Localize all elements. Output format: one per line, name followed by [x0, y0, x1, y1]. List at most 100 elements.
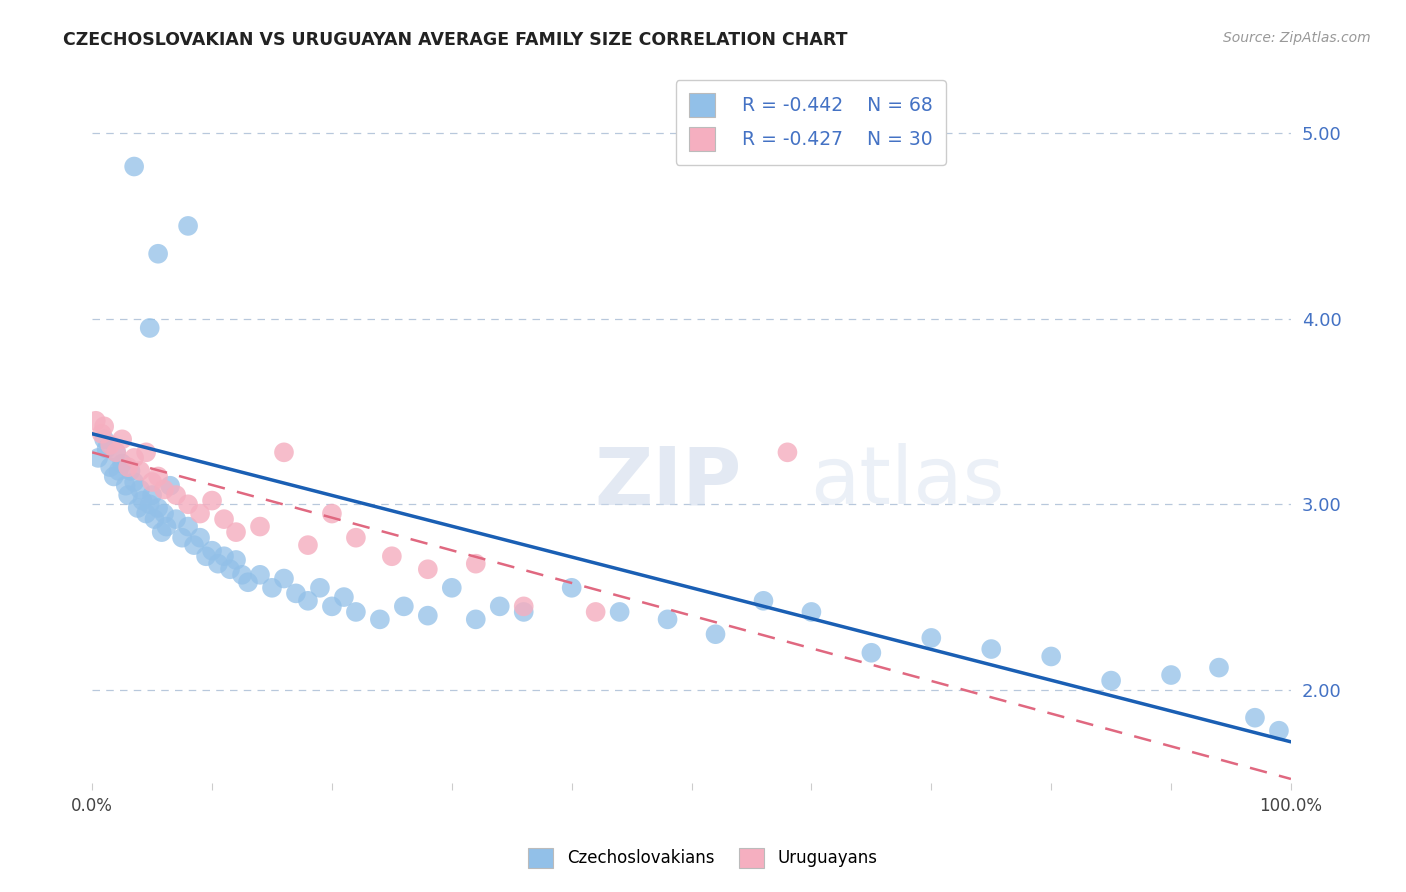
Point [236, 575, 259, 590]
Point [150, 525, 173, 540]
Point [177, 519, 200, 533]
Point [609, 605, 631, 619]
Point [135, 445, 157, 459]
Point [273, 572, 295, 586]
Point [1244, 711, 1267, 725]
Point [93, 419, 115, 434]
Point [285, 586, 308, 600]
Point [129, 483, 152, 497]
Point [87, 450, 110, 465]
Point [159, 479, 181, 493]
Point [201, 493, 224, 508]
Point [177, 219, 200, 233]
Point [752, 594, 775, 608]
Point [172, 531, 194, 545]
Point [146, 469, 169, 483]
Point [392, 599, 415, 614]
Point [212, 512, 235, 526]
Point [195, 549, 218, 564]
Point [1040, 649, 1063, 664]
Point [183, 538, 205, 552]
Point [273, 445, 295, 459]
Point [138, 497, 160, 511]
Point [105, 445, 128, 459]
Point [344, 531, 367, 545]
Point [512, 599, 534, 614]
Point [225, 525, 247, 540]
Legend:   R = -0.442    N = 68,   R = -0.427    N = 30: R = -0.442 N = 68, R = -0.427 N = 30 [676, 79, 946, 164]
Point [117, 460, 139, 475]
Text: Source: ZipAtlas.com: Source: ZipAtlas.com [1223, 31, 1371, 45]
Point [657, 612, 679, 626]
Text: ZIP: ZIP [593, 443, 741, 521]
Point [249, 519, 271, 533]
Point [1268, 723, 1291, 738]
Point [201, 543, 224, 558]
Point [464, 557, 486, 571]
Point [1160, 668, 1182, 682]
Point [321, 507, 343, 521]
Point [111, 457, 134, 471]
Point [225, 553, 247, 567]
Point [207, 557, 229, 571]
Point [321, 599, 343, 614]
Point [309, 581, 332, 595]
Point [96, 442, 118, 456]
Point [141, 475, 163, 489]
Point [249, 567, 271, 582]
Point [585, 605, 607, 619]
Point [1099, 673, 1122, 688]
Point [212, 549, 235, 564]
Point [155, 519, 177, 533]
Point [122, 450, 145, 465]
Point [114, 479, 136, 493]
Point [800, 605, 823, 619]
Point [84, 414, 107, 428]
Point [122, 160, 145, 174]
Point [188, 507, 211, 521]
Point [93, 433, 115, 447]
Point [131, 493, 153, 508]
Point [416, 608, 439, 623]
Point [368, 612, 391, 626]
Point [103, 469, 125, 483]
Point [165, 512, 187, 526]
Point [146, 501, 169, 516]
Point [138, 321, 160, 335]
Point [146, 246, 169, 260]
Point [90, 426, 112, 441]
Point [188, 531, 211, 545]
Point [111, 433, 134, 447]
Point [260, 581, 283, 595]
Point [297, 594, 319, 608]
Point [122, 475, 145, 489]
Point [512, 605, 534, 619]
Point [143, 512, 166, 526]
Point [105, 445, 128, 459]
Point [120, 464, 142, 478]
Point [165, 488, 187, 502]
Point [488, 599, 510, 614]
Point [135, 507, 157, 521]
Point [1208, 660, 1230, 674]
Point [153, 483, 176, 497]
Point [704, 627, 727, 641]
Point [440, 581, 463, 595]
Point [464, 612, 486, 626]
Point [561, 581, 583, 595]
Text: atlas: atlas [810, 443, 1004, 521]
Point [141, 488, 163, 502]
Point [416, 562, 439, 576]
Point [107, 464, 129, 478]
Text: CZECHOSLOVAKIAN VS URUGUAYAN AVERAGE FAMILY SIZE CORRELATION CHART: CZECHOSLOVAKIAN VS URUGUAYAN AVERAGE FAM… [63, 31, 848, 49]
Point [98, 438, 121, 452]
Point [231, 567, 253, 582]
Point [219, 562, 242, 576]
Point [127, 501, 149, 516]
Point [980, 642, 1002, 657]
Point [381, 549, 404, 564]
Point [297, 538, 319, 552]
Point [153, 507, 176, 521]
Legend: Czechoslovakians, Uruguayans: Czechoslovakians, Uruguayans [522, 841, 884, 875]
Point [776, 445, 799, 459]
